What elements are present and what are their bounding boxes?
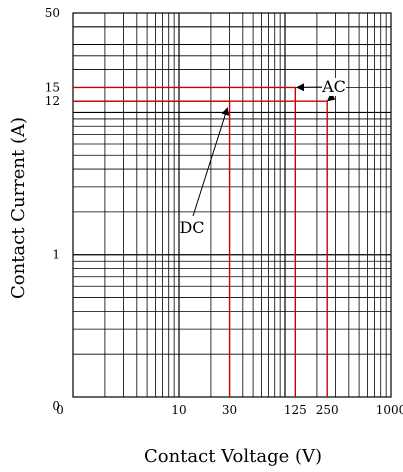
annotation-label-dc: DC — [179, 218, 204, 237]
y-tick-label: 0 — [52, 399, 60, 413]
x-tick-label: 1000 — [376, 403, 403, 417]
series-group — [73, 86, 328, 397]
x-axis-label: Contact Voltage (V) — [144, 446, 322, 467]
y-tick-label: 1 — [52, 248, 60, 262]
x-tick-label: 250 — [316, 403, 339, 417]
annotation-label-bg — [322, 78, 346, 96]
x-tick-label: 30 — [222, 403, 237, 417]
annotation-label-ac: AC — [321, 77, 346, 96]
y-axis-label: Contact Current (A) — [8, 117, 29, 299]
annotation-arrow-dc — [192, 107, 230, 217]
x-tick-label: 125 — [284, 403, 307, 417]
series-line-dc — [73, 100, 231, 397]
y-tick-label: 15 — [45, 80, 60, 94]
annotations: AC DC — [179, 77, 346, 237]
y-tick-label: 12 — [45, 94, 60, 108]
y-tick-label: 50 — [45, 6, 60, 20]
series-line-ac — [73, 100, 328, 397]
series-line-ac — [73, 86, 296, 397]
x-tick-label: 0 — [56, 403, 64, 417]
x-tick-label: 10 — [171, 403, 186, 417]
annotation-label-bg — [180, 219, 204, 237]
plot-frame — [72, 12, 392, 398]
chart-grid — [73, 13, 391, 397]
